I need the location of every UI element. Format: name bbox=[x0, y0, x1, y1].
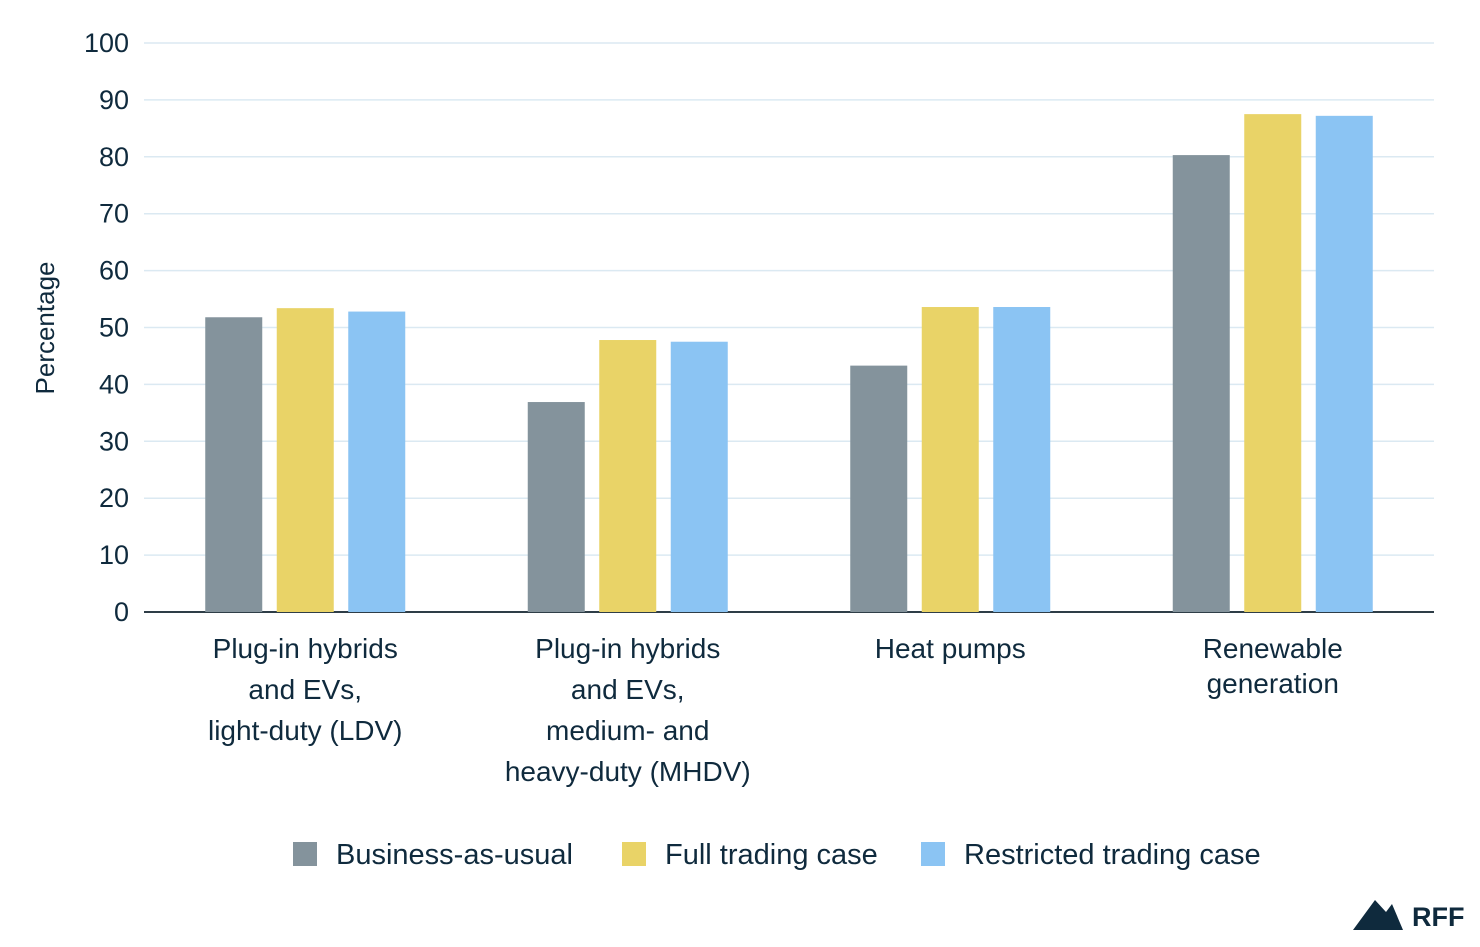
legend-label: Business-as-usual bbox=[336, 839, 573, 871]
x-category-label-line: and EVs, bbox=[248, 674, 362, 705]
bar bbox=[850, 365, 908, 612]
mountain-icon bbox=[1353, 900, 1403, 930]
y-axis-title: Percentage bbox=[30, 262, 60, 395]
y-tick-label: 40 bbox=[99, 369, 129, 399]
legend: Business-as-usual Full trading case Restri… bbox=[293, 839, 1261, 871]
y-tick-label: 90 bbox=[99, 85, 129, 115]
x-category-label: Plug-in hybrids and EVs, medium- and heavy-… bbox=[505, 633, 751, 787]
x-category-label-line: heavy-duty (MHDV) bbox=[505, 756, 751, 787]
y-tick-label: 60 bbox=[99, 256, 129, 286]
y-tick-label: 70 bbox=[99, 199, 129, 229]
bar bbox=[670, 341, 728, 612]
x-category-label: Plug-in hybrids and EVs, light-duty (LDV) bbox=[208, 633, 403, 746]
bar bbox=[921, 307, 979, 612]
y-tick-label: 50 bbox=[99, 313, 129, 343]
bar bbox=[1315, 115, 1373, 612]
legend-item: Full trading case bbox=[622, 839, 878, 871]
y-tick-label: 20 bbox=[99, 483, 129, 513]
x-category-label-line: generation bbox=[1207, 668, 1339, 699]
x-category-label-line: light-duty (LDV) bbox=[208, 715, 403, 746]
x-category-label-line: Heat pumps bbox=[875, 633, 1026, 664]
bar bbox=[527, 402, 585, 612]
bar bbox=[205, 317, 263, 612]
bar bbox=[276, 308, 334, 612]
legend-swatch bbox=[293, 842, 317, 866]
y-tick-label: 10 bbox=[99, 540, 129, 570]
bar bbox=[1172, 155, 1230, 612]
legend-label: Restricted trading case bbox=[964, 839, 1261, 871]
logo-text: RFF bbox=[1412, 902, 1464, 932]
x-category-label-line: Plug-in hybrids bbox=[213, 633, 398, 664]
bar bbox=[1244, 114, 1302, 612]
bars bbox=[205, 114, 1373, 612]
y-tick-label: 30 bbox=[99, 426, 129, 456]
x-category-label-line: Renewable bbox=[1203, 633, 1343, 664]
x-category-label-line: and EVs, bbox=[571, 674, 685, 705]
x-category-label: Heat pumps bbox=[875, 633, 1026, 664]
y-tick-label: 100 bbox=[84, 28, 129, 58]
y-tick-label: 80 bbox=[99, 142, 129, 172]
bar bbox=[599, 340, 657, 612]
legend-item: Restricted trading case bbox=[921, 839, 1261, 871]
legend-swatch bbox=[921, 842, 945, 866]
x-category-label-line: Plug-in hybrids bbox=[535, 633, 720, 664]
x-axis-categories: Plug-in hybrids and EVs, light-duty (LDV)P… bbox=[208, 633, 1343, 787]
bar bbox=[348, 311, 406, 612]
x-category-label: Renewable generation bbox=[1203, 633, 1343, 699]
y-tick-label: 0 bbox=[114, 597, 129, 627]
bar bbox=[993, 307, 1051, 612]
rff-logo: RFF bbox=[1353, 900, 1464, 932]
gridlines bbox=[144, 42, 1434, 613]
y-axis-ticks: 0 10 20 30 40 50 60 70 80 90 100 bbox=[84, 28, 129, 627]
legend-item: Business-as-usual bbox=[293, 839, 573, 871]
legend-label: Full trading case bbox=[665, 839, 878, 871]
legend-swatch bbox=[622, 842, 646, 866]
x-category-label-line: medium- and bbox=[546, 715, 709, 746]
